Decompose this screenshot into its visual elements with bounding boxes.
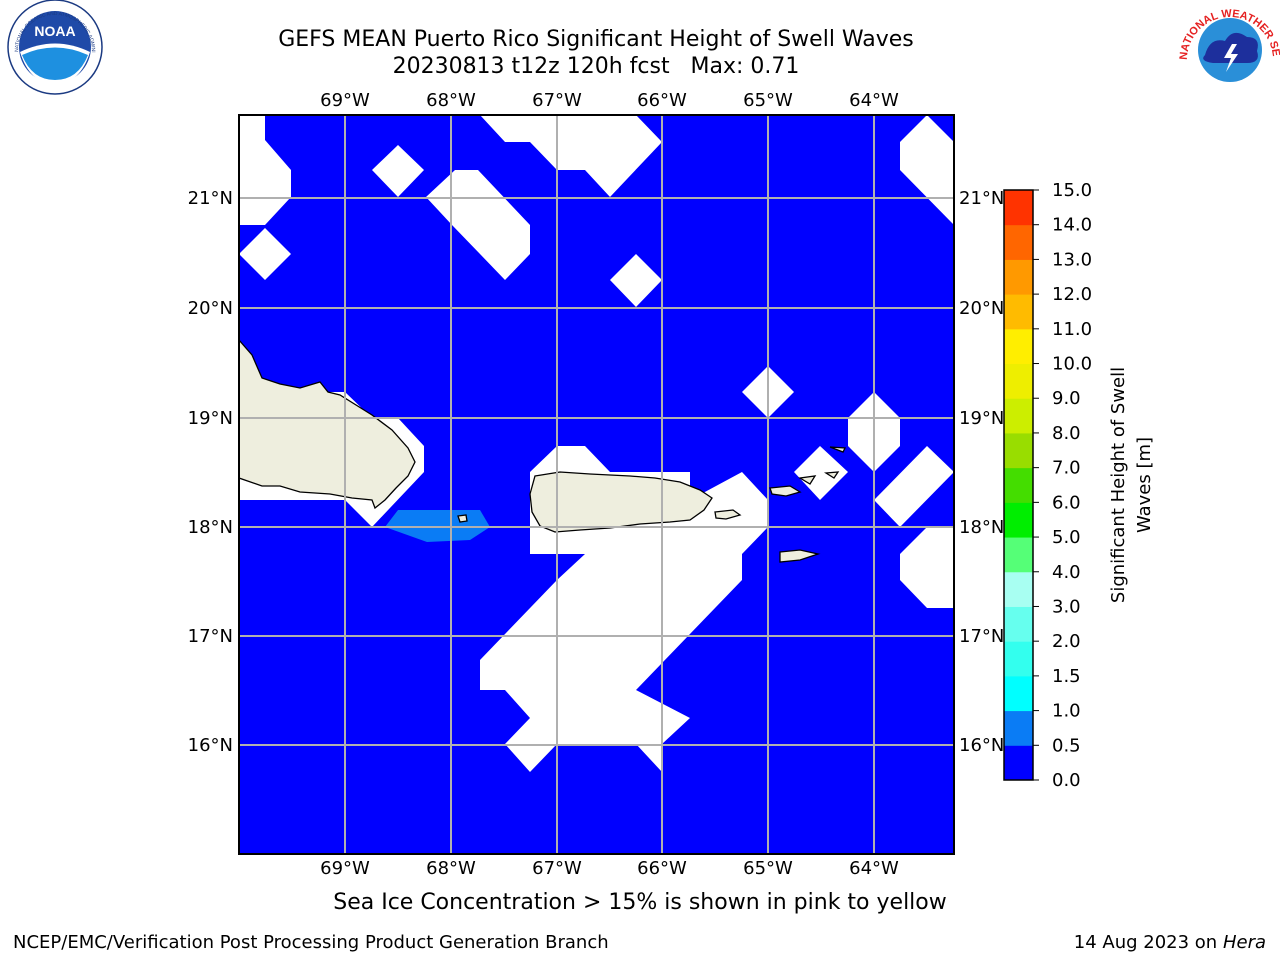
lon-label-bottom: 69°W (320, 858, 370, 879)
lon-label-top: 68°W (426, 90, 476, 111)
lat-labels-right: 21°N 20°N 19°N 18°N 17°N 16°N (959, 188, 1004, 756)
lat-label-right: 16°N (959, 735, 1004, 756)
colorbar-segment (1004, 328, 1033, 365)
lat-label-left: 18°N (188, 517, 233, 538)
lon-label-top: 66°W (637, 90, 687, 111)
colorbar-tick-label: 3.0 (1052, 596, 1081, 617)
sea-ice-note: Sea Ice Concentration > 15% is shown in … (333, 890, 947, 915)
colorbar-tick-label: 15.0 (1052, 180, 1092, 201)
colorbar-tick-label: 14.0 (1052, 215, 1092, 236)
colorbar-tick-label: 6.0 (1052, 492, 1081, 513)
chart-title-line1: GEFS MEAN Puerto Rico Significant Height… (278, 27, 914, 52)
map-area (239, 115, 954, 854)
lon-label-bottom: 64°W (849, 858, 899, 879)
lon-label-top: 64°W (849, 90, 899, 111)
lat-label-right: 21°N (959, 188, 1004, 209)
colorbar-segment (1004, 675, 1033, 712)
colorbar-tick-label: 10.0 (1052, 354, 1092, 375)
lon-label-bottom: 66°W (637, 858, 687, 879)
footer-branch: NCEP/EMC/Verification Post Processing Pr… (13, 932, 609, 953)
footer-date-text: 14 Aug 2023 on (1073, 932, 1218, 953)
colorbar-segment (1004, 398, 1033, 434)
colorbar-segment (1004, 432, 1033, 469)
colorbar-label-line1: Significant Height of Swell (1108, 367, 1129, 603)
colorbar-tick-label: 7.0 (1052, 458, 1081, 479)
land-anguilla (829, 446, 847, 453)
lat-label-left: 21°N (188, 188, 233, 209)
colorbar-segment (1004, 745, 1033, 781)
lon-label-top: 69°W (320, 90, 370, 111)
lat-label-left: 16°N (188, 735, 233, 756)
map-frame (238, 114, 955, 855)
footer-date: 14 Aug 2023 on Hera (1074, 932, 1266, 953)
land-small-isle (823, 471, 840, 479)
lat-labels-left: 21°N 20°N 19°N 18°N 17°N 16°N (188, 188, 233, 756)
land-vi-islets (769, 485, 802, 497)
land-vieques (714, 509, 742, 520)
colorbar-segment (1004, 294, 1033, 330)
land-mona (457, 514, 468, 523)
lat-label-right: 18°N (959, 517, 1004, 538)
noaa-logo: NOAA NATIONAL OCEANIC AND ATMOSPHERIC AD… (0, 0, 103, 95)
land (239, 339, 847, 563)
gridlines (239, 115, 954, 854)
chart-title-line2: 20230813 t12z 120h fcst Max: 0.71 (392, 54, 800, 79)
colorbar: 0.0 0.5 1.0 1.5 2.0 3.0 4.0 5.0 6.0 7.0 8.0 9.0 10.0… (1003, 180, 1092, 791)
colorbar-tick-label: 1.0 (1052, 701, 1081, 722)
colorbar-segment (1004, 571, 1033, 607)
lon-labels-top: 69°W 68°W 67°W 66°W 65°W 64°W (320, 90, 899, 111)
colorbar-tick-label: 4.0 (1052, 562, 1081, 583)
lat-label-left: 19°N (188, 408, 233, 429)
noaa-logo-text: NOAA (34, 23, 75, 39)
colorbar-tick-label: 1.5 (1052, 666, 1081, 687)
lon-label-top: 67°W (532, 90, 582, 111)
colorbar-tick-label: 5.0 (1052, 527, 1081, 548)
lat-label-right: 20°N (959, 298, 1004, 319)
lat-label-right: 17°N (959, 626, 1004, 647)
lon-label-bottom: 65°W (743, 858, 793, 879)
colorbar-segment (1004, 363, 1033, 399)
lat-label-right: 19°N (959, 408, 1004, 429)
colorbar-segment (1004, 641, 1033, 677)
colorbar-segment (1004, 467, 1033, 503)
land-st-croix (779, 549, 821, 563)
svg-text:NATIONAL WEATHER SERVICE: NATIONAL WEATHER SERVICE (0, 0, 1280, 60)
colorbar-tick-label: 0.5 (1052, 735, 1081, 756)
footer-machine: Hera (1222, 932, 1266, 953)
colorbar-segment (1004, 224, 1033, 260)
lat-label-left: 17°N (188, 626, 233, 647)
colorbar-tick-label: 11.0 (1052, 319, 1092, 340)
colorbar-frame (1003, 189, 1034, 781)
land-hispaniola (239, 339, 416, 510)
lon-label-bottom: 67°W (532, 858, 582, 879)
colorbar-segment (1004, 710, 1033, 746)
colorbar-segment (1004, 259, 1033, 295)
land-small-isle2 (798, 475, 817, 485)
lat-label-left: 20°N (188, 298, 233, 319)
lon-label-top: 65°W (743, 90, 793, 111)
colorbar-tick-label: 9.0 (1052, 388, 1081, 409)
colorbar-tick-label: 2.0 (1052, 631, 1081, 652)
colorbar-tick-label: 12.0 (1052, 284, 1092, 305)
lon-label-bottom: 68°W (426, 858, 476, 879)
colorbar-label-line2: Waves [m] (1134, 437, 1155, 533)
colorbar-tick-label: 8.0 (1052, 423, 1081, 444)
colorbar-segment (1004, 502, 1033, 538)
colorbar-tick-label: 13.0 (1052, 249, 1092, 270)
colorbar-tick-label: 0.0 (1052, 770, 1081, 791)
lon-labels-bottom: 69°W 68°W 67°W 66°W 65°W 64°W (320, 858, 899, 879)
nws-logo: NATIONAL WEATHER SERVICE (0, 0, 1280, 98)
nws-logo-ring-text: NATIONAL WEATHER SERVICE (0, 0, 1280, 60)
colorbar-segment (1004, 606, 1033, 642)
colorbar-segment (1004, 537, 1033, 573)
colorbar-segment (1004, 190, 1033, 226)
